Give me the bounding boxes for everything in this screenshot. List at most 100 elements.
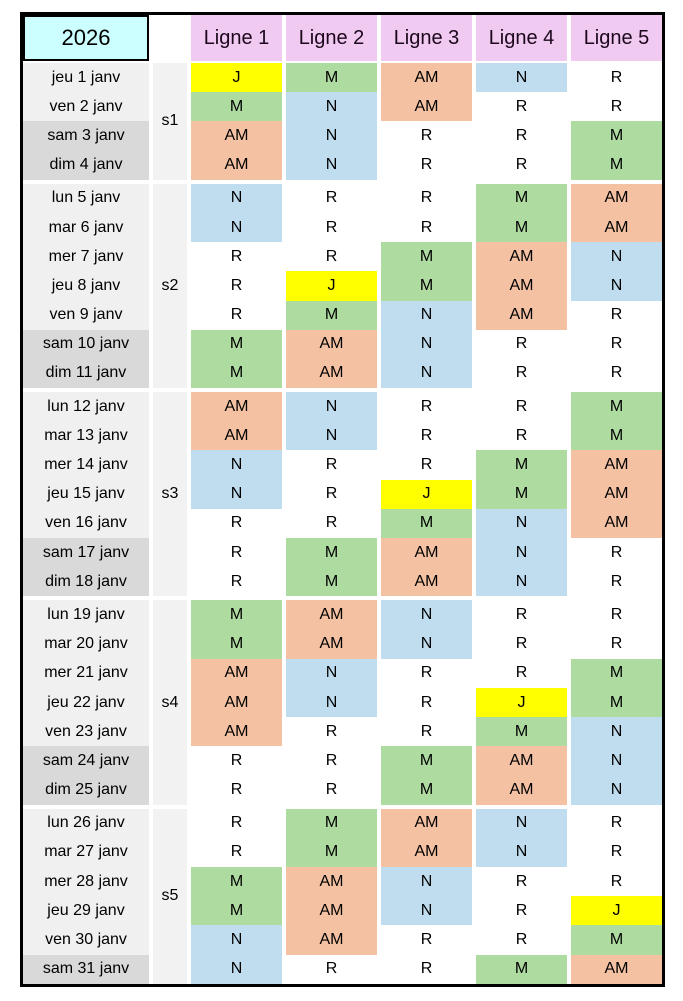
- shift-cell-am[interactable]: AM: [286, 329, 377, 359]
- date-cell[interactable]: jeu 15 janv: [23, 479, 149, 509]
- date-cell[interactable]: mer 7 janv: [23, 242, 149, 272]
- shift-cell-r[interactable]: R: [191, 271, 282, 301]
- shift-cell-am[interactable]: AM: [286, 600, 377, 630]
- shift-cell-m[interactable]: M: [476, 954, 567, 984]
- date-cell[interactable]: dim 25 janv: [23, 775, 149, 805]
- shift-cell-m[interactable]: M: [381, 242, 472, 272]
- shift-cell-am[interactable]: AM: [191, 392, 282, 422]
- shift-cell-r[interactable]: R: [476, 329, 567, 359]
- shift-cell-m[interactable]: M: [286, 567, 377, 597]
- shift-cell-n[interactable]: N: [571, 717, 662, 747]
- shift-cell-n[interactable]: N: [476, 63, 567, 93]
- shift-cell-am[interactable]: AM: [286, 867, 377, 897]
- shift-cell-r[interactable]: R: [571, 538, 662, 568]
- date-cell[interactable]: mer 14 janv: [23, 450, 149, 480]
- shift-cell-am[interactable]: AM: [191, 121, 282, 151]
- date-cell[interactable]: mar 27 janv: [23, 837, 149, 868]
- shift-cell-r[interactable]: R: [476, 358, 567, 389]
- week-label-s4[interactable]: s4: [153, 600, 187, 805]
- date-cell[interactable]: ven 2 janv: [23, 92, 149, 122]
- week-label-s3[interactable]: s3: [153, 392, 187, 597]
- week-label-s1[interactable]: s1: [153, 63, 187, 180]
- shift-cell-am[interactable]: AM: [571, 212, 662, 243]
- date-cell[interactable]: sam 24 janv: [23, 746, 149, 776]
- shift-cell-am[interactable]: AM: [191, 421, 282, 451]
- shift-cell-r[interactable]: R: [476, 121, 567, 151]
- shift-cell-m[interactable]: M: [286, 808, 377, 838]
- shift-cell-j[interactable]: J: [286, 271, 377, 301]
- shift-cell-m[interactable]: M: [571, 658, 662, 688]
- shift-cell-m[interactable]: M: [191, 896, 282, 926]
- shift-cell-n[interactable]: N: [476, 808, 567, 838]
- shift-cell-n[interactable]: N: [191, 450, 282, 480]
- shift-cell-m[interactable]: M: [381, 775, 472, 805]
- shift-cell-r[interactable]: R: [286, 508, 377, 538]
- shift-cell-am[interactable]: AM: [381, 63, 472, 93]
- date-cell[interactable]: jeu 22 janv: [23, 687, 149, 718]
- shift-cell-n[interactable]: N: [476, 538, 567, 568]
- shift-cell-j[interactable]: J: [191, 63, 282, 93]
- shift-cell-r[interactable]: R: [191, 508, 282, 538]
- shift-cell-n[interactable]: N: [381, 358, 472, 389]
- shift-cell-n[interactable]: N: [191, 183, 282, 213]
- shift-cell-m[interactable]: M: [571, 121, 662, 151]
- shift-cell-r[interactable]: R: [571, 63, 662, 93]
- shift-cell-r[interactable]: R: [191, 837, 282, 868]
- shift-cell-r[interactable]: R: [476, 600, 567, 630]
- week-label-s2[interactable]: s2: [153, 183, 187, 389]
- shift-cell-r[interactable]: R: [571, 300, 662, 330]
- shift-cell-r[interactable]: R: [571, 837, 662, 868]
- shift-cell-r[interactable]: R: [381, 925, 472, 955]
- shift-cell-n[interactable]: N: [476, 837, 567, 868]
- shift-cell-r[interactable]: R: [571, 92, 662, 122]
- date-cell[interactable]: mer 21 janv: [23, 658, 149, 688]
- shift-cell-am[interactable]: AM: [191, 658, 282, 688]
- shift-cell-r[interactable]: R: [191, 538, 282, 568]
- shift-cell-r[interactable]: R: [476, 150, 567, 180]
- shift-cell-r[interactable]: R: [191, 808, 282, 838]
- shift-cell-n[interactable]: N: [381, 867, 472, 897]
- shift-cell-n[interactable]: N: [191, 954, 282, 984]
- shift-cell-m[interactable]: M: [571, 925, 662, 955]
- shift-cell-r[interactable]: R: [286, 183, 377, 213]
- shift-cell-r[interactable]: R: [571, 808, 662, 838]
- shift-cell-am[interactable]: AM: [191, 150, 282, 180]
- shift-cell-r[interactable]: R: [571, 867, 662, 897]
- shift-cell-n[interactable]: N: [286, 421, 377, 451]
- shift-cell-m[interactable]: M: [191, 329, 282, 359]
- shift-cell-r[interactable]: R: [476, 92, 567, 122]
- date-cell[interactable]: lun 26 janv: [23, 808, 149, 838]
- shift-cell-m[interactable]: M: [286, 538, 377, 568]
- date-cell[interactable]: ven 23 janv: [23, 717, 149, 747]
- shift-cell-r[interactable]: R: [571, 329, 662, 359]
- date-cell[interactable]: jeu 29 janv: [23, 896, 149, 926]
- shift-cell-am[interactable]: AM: [571, 954, 662, 984]
- date-cell[interactable]: mar 6 janv: [23, 212, 149, 243]
- shift-cell-n[interactable]: N: [191, 212, 282, 243]
- shift-cell-r[interactable]: R: [191, 242, 282, 272]
- date-cell[interactable]: mer 28 janv: [23, 867, 149, 897]
- shift-cell-r[interactable]: R: [286, 954, 377, 984]
- shift-cell-r[interactable]: R: [286, 450, 377, 480]
- shift-cell-m[interactable]: M: [476, 717, 567, 747]
- shift-cell-m[interactable]: M: [381, 271, 472, 301]
- ligne-header-4[interactable]: Ligne 4: [476, 15, 567, 61]
- date-cell[interactable]: dim 18 janv: [23, 567, 149, 597]
- shift-cell-m[interactable]: M: [191, 600, 282, 630]
- shift-cell-am[interactable]: AM: [476, 775, 567, 805]
- shift-cell-m[interactable]: M: [476, 479, 567, 509]
- shift-cell-n[interactable]: N: [571, 242, 662, 272]
- shift-cell-am[interactable]: AM: [381, 808, 472, 838]
- shift-cell-m[interactable]: M: [381, 508, 472, 538]
- date-cell[interactable]: jeu 8 janv: [23, 271, 149, 301]
- shift-cell-am[interactable]: AM: [286, 358, 377, 389]
- shift-cell-r[interactable]: R: [286, 775, 377, 805]
- shift-cell-n[interactable]: N: [286, 92, 377, 122]
- shift-cell-m[interactable]: M: [476, 183, 567, 213]
- shift-cell-r[interactable]: R: [381, 450, 472, 480]
- shift-cell-am[interactable]: AM: [191, 717, 282, 747]
- shift-cell-r[interactable]: R: [191, 300, 282, 330]
- shift-cell-r[interactable]: R: [381, 954, 472, 984]
- date-cell[interactable]: ven 9 janv: [23, 300, 149, 330]
- shift-cell-r[interactable]: R: [476, 658, 567, 688]
